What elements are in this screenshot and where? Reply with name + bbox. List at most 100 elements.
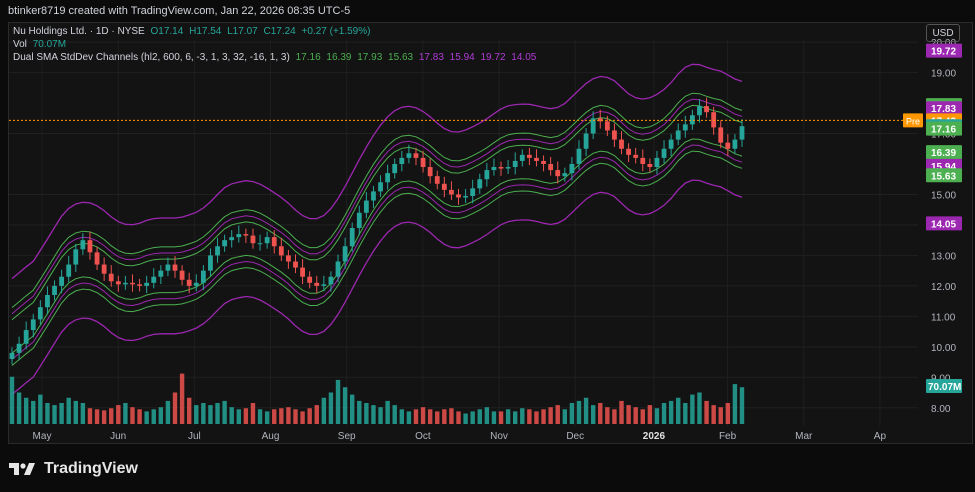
candle-body [314,282,320,286]
candle-body [165,264,171,271]
volume-bar [491,411,497,424]
candle-body [122,282,128,285]
symbol-legend[interactable]: Nu Holdings Ltd. · 1D · NYSE O17.14 H17.… [13,26,373,37]
candle-body [456,194,461,198]
ohlc-high: H17.54 [189,26,222,37]
currency-button[interactable]: USD [926,24,960,42]
footer-logo[interactable]: TradingView [8,460,138,478]
volume-bar [165,400,171,424]
volume-bar [732,384,738,424]
brand-name: TradingView [44,460,138,477]
volume-bar [222,400,227,424]
volume-bar [179,373,185,424]
candle-body [569,163,575,174]
volume-bar [208,405,213,424]
candle-body [619,139,624,149]
volume-bar [357,400,362,424]
volume-bar [328,392,334,424]
candle-body [300,267,305,277]
ohlc-close: C17.24 [263,26,296,37]
candle-body [682,124,688,131]
candle-body [250,235,256,244]
candle-body [45,295,50,308]
y-tick-label: 9.00 [931,373,951,384]
volume-legend[interactable]: Vol 70.07M [13,39,69,50]
candle-body [37,307,43,320]
candle-body [172,264,178,271]
candle-body [541,160,546,164]
purple-channel-line [11,144,743,360]
price-tag-label: 17.16 [931,125,956,136]
purple-channel-line [11,98,743,315]
candle-body [406,153,412,158]
candle-body [704,106,709,113]
candle-body [526,154,532,158]
candle-body [264,237,270,244]
volume-bar [201,403,206,424]
volume-bar [576,400,582,424]
volume-bar [541,409,546,424]
candle-body [193,282,199,286]
volume-bar [484,407,490,424]
x-tick-label: May [33,431,52,442]
volume-bar [307,408,312,424]
candle-body [463,195,468,198]
volume-bar [569,403,575,424]
candle-body [647,163,653,168]
candle-body [236,234,242,238]
volume-bar [463,413,468,424]
volume-bar [243,408,249,424]
volume-bar [704,400,709,424]
volume-bar [442,409,447,424]
indicator-name: Dual SMA StdDev Channels (hl2, 600, 6, -… [13,52,290,63]
candle-body [512,160,518,168]
volume-bar [711,405,716,424]
volume-bar [392,405,397,424]
volume-bar [477,409,482,424]
candle-body [137,284,142,286]
pre-tag [903,113,923,128]
candle-body [52,285,57,296]
volume-bar [435,411,440,424]
price-tag-label: 17.83 [931,104,956,115]
volume-bar [619,400,624,424]
volume-bar [590,405,596,424]
candle-body [286,255,291,262]
candle-body [477,179,483,189]
indicator-value: 17.93 [357,52,383,63]
candle-body [200,270,206,283]
volume-bar [676,397,681,424]
indicator-value: 16.39 [326,52,352,63]
volume-bar [87,408,93,424]
candle-body [243,234,249,236]
ohlc-change: +0.27 (+1.59%) [301,26,371,37]
ohlc-open: O17.14 [150,26,184,37]
price-tag [926,168,962,183]
volume-bar [413,409,419,424]
y-tick-label: 15.00 [931,190,956,201]
indicator-legend[interactable]: Dual SMA StdDev Channels (hl2, 600, 6, -… [13,52,539,63]
volume-bar [661,403,667,424]
candle-body [328,276,334,285]
candle-body [725,142,731,149]
volume-bar [137,409,142,424]
chart-frame[interactable] [8,22,973,444]
volume-bar [583,397,589,424]
volume-bar [321,397,327,424]
candle-body [732,139,738,149]
volume-bar [9,376,15,424]
x-tick-label: Sep [338,431,356,442]
green-channel-line [11,150,743,366]
x-tick-label: Dec [566,431,584,442]
candle-body [229,237,235,241]
volume-bar [633,407,638,424]
volume-bar [647,405,653,424]
volume-bar [94,409,100,424]
volume-bar [38,394,43,424]
volume-bar [371,405,376,424]
candle-body [505,167,511,169]
x-tick-label: Oct [415,431,431,442]
volume-bar [449,408,454,424]
candle-body [654,157,660,168]
